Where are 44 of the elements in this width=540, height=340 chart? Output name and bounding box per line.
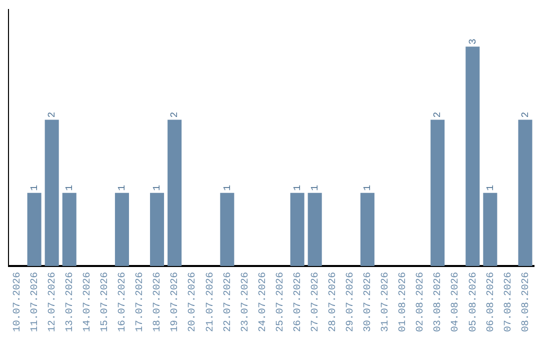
data-label: 1 — [363, 184, 374, 191]
x-tick-label: 11.07.2026 — [30, 272, 41, 332]
x-tick-label: 24.07.2026 — [258, 272, 269, 332]
data-label: 1 — [118, 184, 129, 191]
x-tick-label: 14.07.2026 — [82, 272, 94, 332]
x-tick-label: 10.07.2026 — [12, 272, 24, 332]
x-tick-label: 30.07.2026 — [363, 272, 374, 332]
data-label: 3 — [468, 38, 480, 45]
x-tick-label: 31.07.2026 — [380, 272, 392, 332]
data-label: 2 — [520, 112, 532, 118]
x-tick-label: 13.07.2026 — [65, 272, 76, 332]
data-label: 1 — [222, 184, 234, 191]
data-label: 2 — [47, 112, 58, 118]
x-tick-label: 07.08.2026 — [503, 272, 514, 332]
data-label: 2 — [433, 112, 444, 118]
x-tick-label: 27.07.2026 — [310, 272, 322, 332]
data-label: 1 — [152, 184, 164, 191]
x-tick-label: 03.08.2026 — [433, 272, 444, 332]
x-tick-label: 18.07.2026 — [152, 272, 164, 332]
x-tick-label: 04.08.2026 — [450, 272, 462, 332]
x-tick-label: 20.07.2026 — [188, 272, 199, 332]
x-tick-label: 19.07.2026 — [170, 272, 182, 332]
data-label: 1 — [292, 184, 304, 191]
x-tick-label: 06.08.2026 — [486, 272, 497, 332]
x-tick-label: 12.07.2026 — [47, 272, 58, 332]
x-tick-label: 26.07.2026 — [292, 272, 304, 332]
x-tick-label: 21.07.2026 — [205, 272, 216, 332]
x-tick-label: 22.07.2026 — [222, 272, 234, 332]
x-tick-label: 29.07.2026 — [346, 272, 357, 332]
x-tick-label: 05.08.2026 — [468, 272, 480, 332]
x-tick-label: 25.07.2026 — [275, 272, 286, 332]
x-tick-label: 28.07.2026 — [328, 272, 340, 332]
x-tick-label: 08.08.2026 — [520, 272, 532, 332]
data-label: 1 — [30, 184, 41, 191]
data-label: 1 — [310, 184, 322, 191]
x-tick-label: 23.07.2026 — [240, 272, 252, 332]
data-label: 1 — [65, 184, 76, 191]
data-label: 2 — [170, 112, 182, 118]
data-label: 1 — [486, 184, 497, 191]
x-tick-label: 16.07.2026 — [118, 272, 129, 332]
x-tick-label: 15.07.2026 — [100, 272, 112, 332]
x-tick-label: 01.08.2026 — [398, 272, 410, 332]
x-tick-label: 02.08.2026 — [416, 272, 427, 332]
x-tick-label: 17.07.2026 — [135, 272, 146, 332]
